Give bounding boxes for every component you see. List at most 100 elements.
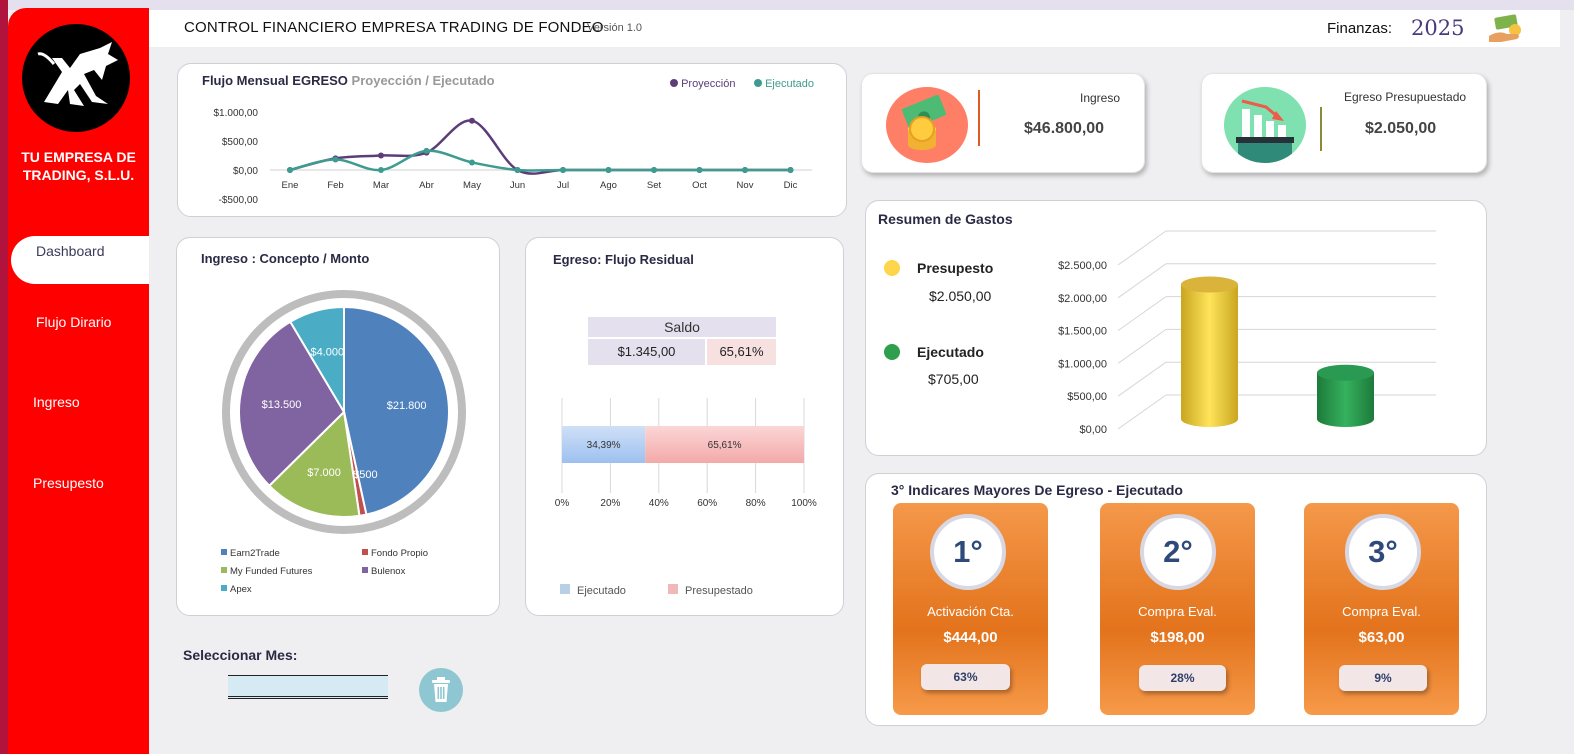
top3-item-2-label: Compra Eval. — [1138, 604, 1217, 619]
top3-item-1-percent: 63% — [921, 664, 1010, 690]
month-select-input[interactable] — [228, 675, 388, 699]
x-tick-label: Oct — [692, 180, 707, 191]
legend-swatch — [221, 567, 227, 573]
gastos-3d-bar-chart: $0,00 $500,00 $1.000,00 $1.500,00 $2.000,00 $… — [1058, 230, 1436, 436]
company-name-line2: TRADING, S.L.U. — [22, 167, 135, 183]
y-tick-label: $1.000,00 — [1058, 358, 1107, 370]
top3-item-2-percent: 28% — [1139, 665, 1226, 691]
sidebar-item-presupuesto[interactable]: Presupesto — [33, 475, 104, 491]
top3-item-2: 2° Compra Eval. $198,00 28% — [1100, 503, 1255, 715]
x-tick-label: 40% — [649, 498, 669, 509]
data-point — [651, 167, 657, 173]
residual-title: Egreso: Flujo Residual — [553, 252, 694, 267]
bar-data-label: 65,61% — [708, 440, 742, 451]
income-kpi-divider — [978, 90, 980, 146]
data-point — [787, 167, 794, 173]
income-kpi-value: $46.800,00 — [1024, 120, 1105, 137]
legend-proyeccion-swatch — [670, 79, 678, 87]
cylinder-top — [1317, 364, 1374, 381]
sidebar-item-dashboard[interactable]: Dashboard — [36, 243, 105, 259]
pie-data-label: $7.000 — [307, 467, 341, 479]
y-tick-label: $1.000,00 — [214, 108, 259, 119]
pie-slice — [343, 305, 450, 516]
saldo-percent: 65,61% — [707, 339, 776, 365]
grid-line-depth — [1117, 296, 1167, 332]
money-hand-icon — [1487, 14, 1525, 49]
legend-swatch — [362, 567, 368, 573]
income-pie-chart: $21.800 $500 $7.000 $13.500 $4.000 Earn2Trade… — [221, 290, 466, 595]
data-point — [378, 152, 384, 159]
header-bar: CONTROL FINANCIERO EMPRESA TRADING DE FO… — [149, 10, 1560, 47]
top-strip — [0, 0, 1574, 10]
x-tick-label: 80% — [746, 498, 766, 509]
presupuesto-value: $2.050,00 — [929, 288, 992, 304]
version-label: Versión 1.0 — [587, 22, 643, 34]
grid-line-depth — [1117, 328, 1167, 364]
legend-label: Bulenox — [371, 566, 406, 577]
coins-cash-icon — [886, 87, 968, 163]
pie-data-label: $13.500 — [262, 399, 302, 411]
saldo-label: Saldo — [588, 317, 776, 337]
income-pie-title: Ingreso : Concepto / Monto — [201, 251, 370, 266]
y-tick-label: $500,00 — [1067, 391, 1107, 403]
x-tick-label: Dic — [784, 180, 798, 191]
x-tick-label: Jul — [557, 180, 569, 191]
flow-chart-title-main: Flujo Mensual EGRESO — [202, 73, 348, 88]
finanzas-label: Finanzas: — [1327, 20, 1393, 37]
grid-line-depth — [1117, 230, 1167, 266]
sidebar-item-flujo-diario[interactable]: Flujo Dirario — [36, 314, 112, 330]
legend-ejecutado-swatch — [754, 79, 762, 87]
stacked-bar-segment — [562, 426, 646, 463]
top3-item-3-value: $63,00 — [1358, 629, 1405, 646]
legend-ejecutado: Ejecutado — [754, 78, 814, 90]
cylinder-bar — [1317, 372, 1374, 427]
page-title: CONTROL FINANCIERO EMPRESA TRADING DE FO… — [184, 19, 604, 36]
flow-line-chart: -$500,00 $0,00 $500,00 $1.000,00 Ene Feb Mar Ab… — [214, 108, 812, 206]
data-point — [560, 167, 566, 173]
x-tick-label: Nov — [737, 180, 754, 191]
top3-item-3: 3° Compra Eval. $63,00 9% — [1304, 503, 1459, 715]
company-name: TU EMPRESA DE TRADING, S.L.U. — [8, 148, 149, 184]
pie-slice — [238, 320, 346, 488]
budget-kpi-divider — [1320, 107, 1322, 151]
pie-slice — [267, 409, 361, 518]
legend-swatch — [221, 585, 227, 591]
top3-item-1: 1° Activación Cta. $444,00 63% — [893, 503, 1048, 715]
ejecutado-label: Ejecutado — [917, 344, 984, 360]
data-point — [287, 167, 293, 173]
x-tick-label: Abr — [419, 180, 434, 191]
y-tick-label: -$500,00 — [219, 195, 259, 206]
gastos-title: Resumen de Gastos — [878, 211, 1013, 227]
data-point — [696, 167, 703, 173]
presupuesto-dot — [884, 260, 900, 276]
legend-ejecutado-label: Ejecutado — [765, 78, 814, 90]
clear-month-button[interactable] — [419, 668, 463, 712]
month-select-label: Seleccionar Mes: — [183, 647, 298, 663]
legend-label: Presupestado — [685, 585, 753, 597]
rank-badge-1: 1° — [930, 514, 1006, 590]
x-tick-label: Jun — [510, 180, 525, 191]
data-point — [378, 167, 384, 173]
stacked-bar-segment — [645, 426, 804, 463]
residual-bar-chart: 0% 20% 40% 60% 80% 100% 34,39% 65,61% Ejecutado P… — [555, 398, 817, 597]
top3-item-3-label: Compra Eval. — [1342, 604, 1421, 619]
sidebar-item-ingreso[interactable]: Ingreso — [33, 394, 80, 410]
bar-data-label: 34,39% — [587, 440, 621, 451]
rank-badge-2: 2° — [1140, 514, 1216, 590]
pie-outer-ring — [222, 290, 466, 534]
data-point — [514, 167, 521, 173]
grid-line-depth — [1117, 394, 1167, 430]
sidebar: TU EMPRESA DE TRADING, S.L.U. Dashboard … — [8, 8, 149, 754]
company-name-line1: TU EMPRESA DE — [21, 149, 136, 165]
ejecutado-dot — [884, 344, 900, 360]
legend-label: My Funded Futures — [230, 566, 313, 577]
legend-swatch — [362, 549, 368, 555]
x-tick-label: Mar — [373, 180, 389, 191]
top3-item-1-label: Activación Cta. — [927, 604, 1014, 619]
x-tick-label: Ago — [600, 180, 617, 191]
y-tick-label: $2.500,00 — [1058, 260, 1107, 272]
x-tick-label: Ene — [282, 180, 299, 191]
budget-kpi-card: Egreso Presupuestado $2.050,00 — [1201, 73, 1487, 173]
legend-label: Earn2Trade — [230, 548, 280, 559]
chart-down-icon — [1224, 87, 1306, 163]
